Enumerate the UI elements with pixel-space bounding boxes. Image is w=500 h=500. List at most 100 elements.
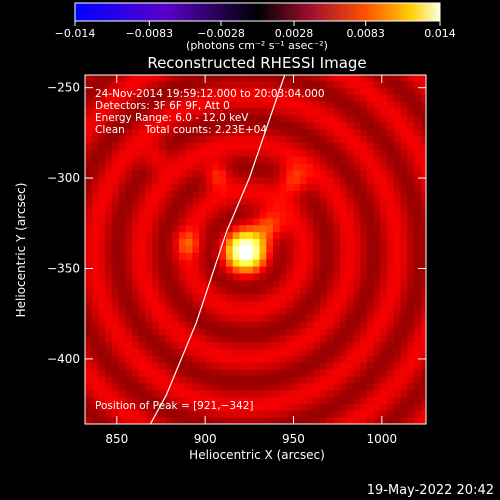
heatmap-cell [212,231,220,240]
heatmap-cell [306,183,314,191]
heatmap-cell [360,259,368,267]
heatmap-cell [293,80,301,88]
heatmap-cell [158,293,167,301]
heatmap-cell [131,80,140,88]
heatmap-cell [259,334,267,343]
heatmap-cell [340,307,348,315]
heatmap-cell [286,190,294,198]
heatmap-cell [266,87,274,95]
heatmap-cell [259,101,267,109]
heatmap-cell [407,279,415,288]
heatmap-cell [373,307,382,315]
heatmap-cell [98,355,106,363]
heatmap-cell [393,121,402,130]
heatmap-cell [152,114,160,123]
heatmap-cell [306,204,314,212]
heatmap-cell [225,300,234,308]
heatmap-cell [373,121,382,130]
heatmap-cell [131,121,140,130]
heatmap-cell [393,204,402,212]
heatmap-cell [252,382,261,391]
heatmap-cell [360,80,368,88]
heatmap-cell [373,197,382,205]
heatmap-cell [306,300,314,308]
heatmap-cell [205,87,214,95]
heatmap-cell [373,190,382,198]
heatmap-cell [111,389,120,398]
heatmap-cell [279,162,288,171]
heatmap-cell [246,94,254,102]
heatmap-cell [407,114,415,123]
heatmap-cell [360,135,368,143]
heatmap-cell [413,417,422,424]
heatmap-cell [165,355,173,363]
heatmap-cell [272,314,281,322]
heatmap-cell [111,259,120,267]
heatmap-cell [279,94,288,102]
heatmap-cell [111,320,120,329]
heatmap-cell [199,87,207,95]
heatmap-cell [319,265,328,274]
heatmap-cell [219,362,227,370]
heatmap-cell [252,279,261,288]
heatmap-cell [98,403,106,411]
heatmap-cell [232,314,241,322]
heatmap-cell [205,389,214,398]
heatmap-cell [306,135,314,143]
heatmap-cell [158,375,167,384]
heatmap-cell [152,224,160,233]
heatmap-cell [246,176,254,185]
heatmap-cell [387,149,395,157]
heatmap-cell [380,396,388,404]
heatmap-cell [407,169,415,178]
heatmap-cell [380,224,388,233]
heatmap-cell [353,314,361,322]
heatmap-cell [353,382,361,391]
heatmap-cell [313,265,321,274]
heatmap-cell [192,279,200,288]
heatmap-cell [138,382,147,391]
heatmap-cell [420,101,426,109]
heatmap-cell [138,410,147,418]
heatmap-cell [420,369,426,377]
heatmap-cell [165,259,173,267]
heatmap-cell [172,94,180,102]
heatmap-cell [252,375,261,384]
heatmap-cell [232,293,241,301]
heatmap-cell [413,121,422,130]
heatmap-cell [199,190,207,198]
heatmap-cell [165,341,173,350]
heatmap-cell [353,300,361,308]
heatmap-cell [353,265,361,274]
heatmap-cell [380,204,388,212]
heatmap-cell [272,169,281,178]
heatmap-cell [118,142,126,150]
heatmap-cell [420,375,426,384]
heatmap-cell [319,114,328,123]
heatmap-cell [152,293,160,301]
heatmap-cell [205,362,214,370]
heatmap-cell [293,375,301,384]
heatmap-cell [111,162,120,171]
heatmap-cell [279,375,288,384]
heatmap-cell [172,286,180,295]
heatmap-cell [326,320,335,329]
heatmap-cell [219,183,227,191]
heatmap-cell [380,169,388,178]
heatmap-cell [259,307,267,315]
heatmap-cell [340,396,348,404]
heatmap-cell [360,279,368,288]
annotation-energy: Energy Range: 6.0 - 12.0 keV [95,112,249,124]
heatmap-cell [266,75,274,82]
heatmap-cell [353,341,361,350]
heatmap-cell [145,300,153,308]
heatmap-cell [225,307,234,315]
heatmap-cell [185,169,194,178]
heatmap-cell [158,259,167,267]
heatmap-cell [272,75,281,82]
heatmap-cell [373,210,382,219]
heatmap-cell [131,396,140,404]
heatmap-cell [232,396,241,404]
heatmap-cell [393,94,402,102]
heatmap-cell [279,231,288,240]
